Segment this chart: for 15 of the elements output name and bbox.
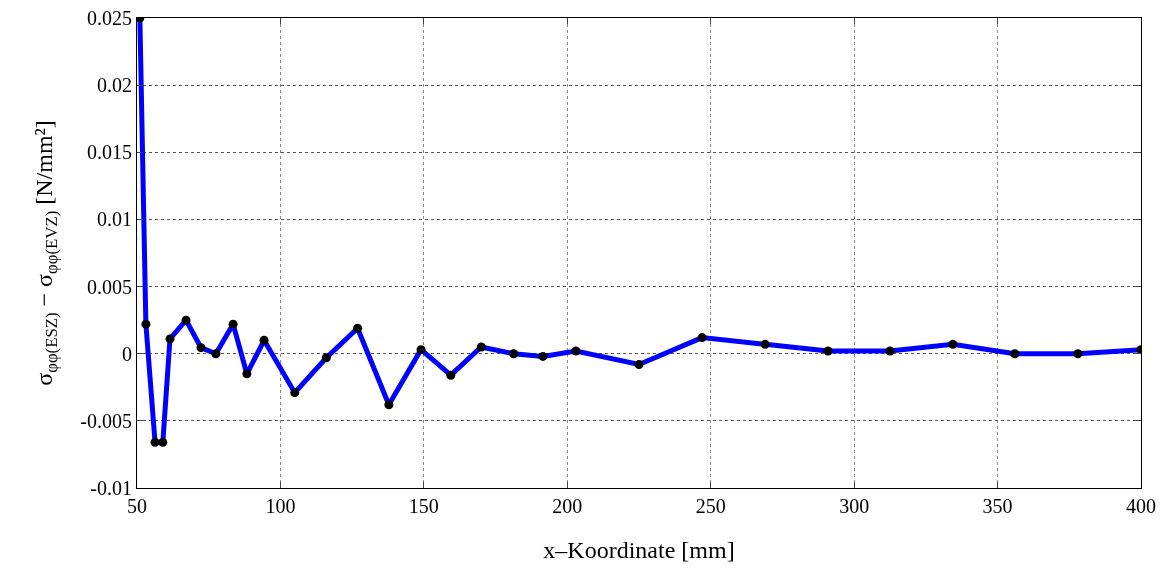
y-tick-label: 0.01	[97, 208, 132, 231]
y-tick-label: 0.025	[87, 7, 132, 29]
x-tick-label: 150	[408, 495, 439, 517]
x-tick-label: 400	[1126, 495, 1156, 517]
y-tick-label: 0.015	[87, 141, 132, 164]
x-tick-label: 350	[982, 495, 1013, 517]
y-tick-label: 0	[122, 342, 132, 365]
y-tick-label: -0.005	[80, 409, 132, 432]
x-tick-label: 200	[552, 495, 583, 517]
x-tick-label: 300	[839, 495, 870, 517]
x-tick-label: 250	[695, 495, 726, 517]
y-tick-label: 0.005	[87, 275, 132, 298]
x-tick-label: 100	[265, 495, 296, 517]
y-tick-label: 0.02	[97, 74, 132, 97]
x-axis-title: x–Koordinate [mm]	[543, 537, 735, 564]
